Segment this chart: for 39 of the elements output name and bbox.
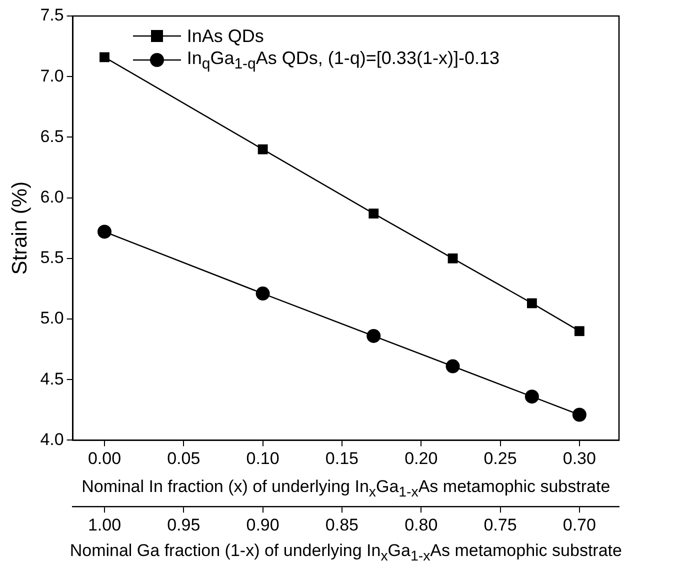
x2-tick-label: 0.85 <box>325 515 359 534</box>
y-tick-label: 4.0 <box>40 430 64 449</box>
point <box>100 52 110 62</box>
x2-tick-label: 0.95 <box>167 515 200 534</box>
y-tick-label: 5.5 <box>40 248 64 268</box>
x-tick-label: 0.30 <box>562 449 596 468</box>
x-tick-label: 0.00 <box>88 449 122 468</box>
point <box>446 359 460 374</box>
x2-tick-label: 0.90 <box>246 515 280 534</box>
x2-tick-label: 0.75 <box>484 515 517 534</box>
y-tick-label: 6.0 <box>40 187 64 206</box>
y-axis-title: Strain (%) <box>8 181 32 275</box>
x2-tick-label: 0.70 <box>562 515 596 534</box>
y-tick-label: 7.5 <box>40 6 64 25</box>
y-tick-label: 4.5 <box>40 369 64 388</box>
x-tick-label: 0.05 <box>167 449 200 468</box>
x-tick-label: 0.15 <box>325 449 359 468</box>
point <box>524 390 539 404</box>
x-tick-label: 0.10 <box>246 449 280 468</box>
point <box>256 286 270 301</box>
legend-label: In$_{q}$Ga$_{1-q}$As QDs, (1-q)=[0.33(1-x)]-0.13 <box>186 48 500 72</box>
x-tick-label: 0.20 <box>404 449 438 468</box>
y-tick-label: 5.0 <box>40 308 64 328</box>
point <box>572 408 586 422</box>
x2-tick-label: 0.80 <box>404 515 438 534</box>
point <box>366 328 381 343</box>
point <box>574 326 584 336</box>
point <box>526 298 537 308</box>
legend-label: InAs QDs <box>186 26 264 46</box>
x-tick-label: 0.25 <box>484 449 517 468</box>
point <box>97 224 112 239</box>
x2-axis-title: Nominal Ga fraction (1-x) of underlying In$_{x}$Ga$_{1-x}$As metamophic substrate <box>70 541 622 564</box>
x2-tick-label: 1.00 <box>88 515 122 534</box>
x-axis-title: Nominal In fraction (x) of underlying In$_{x}$Ga$_{1-x}$As metamophic substrate <box>82 476 610 500</box>
point <box>368 208 379 219</box>
point <box>258 144 268 154</box>
y-tick-label: 6.5 <box>40 126 64 146</box>
point <box>448 253 458 264</box>
y-tick-label: 7.0 <box>40 66 64 86</box>
